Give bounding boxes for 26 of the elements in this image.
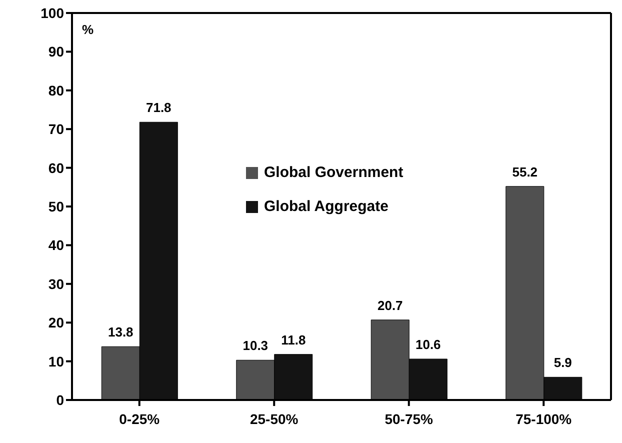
data-label: 71.8 [146,100,172,116]
x-tick-label: 0-25% [119,410,160,427]
y-tick-label: 80 [48,82,64,98]
y-tick-label: 10 [48,353,64,370]
data-label: 10.3 [242,338,268,354]
y-tick-label: 70 [48,121,64,138]
x-tick-label: 50-75% [384,410,434,427]
data-label: 5.9 [554,355,572,370]
annotation: % [82,22,94,37]
y-tick-label: 90 [48,44,64,60]
y-tick-label: 20 [48,314,64,331]
data-label: 13.8 [108,324,134,340]
data-label: 20.7 [377,298,403,313]
y-tick-label: 60 [48,160,64,176]
x-tick-label: 25-50% [250,410,299,427]
legend-label: Global Aggregate [264,197,388,217]
data-label: 10.6 [415,336,441,352]
y-tick-label: 30 [48,276,64,292]
x-tick-label: 75-100% [516,410,572,427]
y-tick-label: 50 [48,198,64,214]
legend-label: Global Government [264,163,404,183]
data-label: 11.8 [281,332,306,348]
y-tick-label: 0 [56,392,64,408]
y-tick-label: 100 [40,4,64,21]
y-tick-label: 40 [48,237,64,254]
data-label: 55.2 [512,164,538,180]
